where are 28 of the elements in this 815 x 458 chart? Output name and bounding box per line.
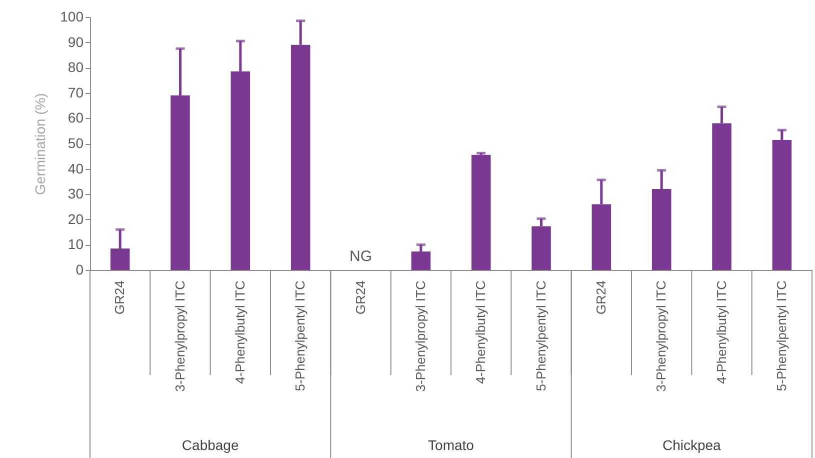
data-label: NG <box>350 248 372 265</box>
x-tick-label: 5-Phenylpentyl ITC <box>774 280 789 392</box>
y-tick-label: 60 <box>68 110 84 126</box>
y-tick-label: 0 <box>76 262 84 278</box>
x-tick-label: GR24 <box>112 280 128 314</box>
y-tick-label: 30 <box>68 186 84 202</box>
text: Tomato <box>428 437 474 453</box>
x-tick-label: 3-Phenylpropyl ITC <box>654 280 669 392</box>
y-tick-label: 40 <box>68 160 84 176</box>
y-tick-label: 20 <box>68 210 84 227</box>
y-tick-label: 90 <box>68 34 84 50</box>
x-tick-label: GR24 <box>352 280 368 314</box>
x-tick-label: 4-Phenylbutyl ITC <box>473 280 488 384</box>
x-tick-label: GR24 <box>593 280 608 314</box>
x-tick-label: 4-Phenylbutyl ITC <box>714 280 729 384</box>
x-tick-label: 3-Phenylpropyl ITC <box>412 280 428 392</box>
y-tick-label: 10 <box>68 236 84 252</box>
x-tick-label: 4-Phenylbutyl ITC <box>232 280 248 384</box>
y-tick-label: 80 <box>68 59 84 76</box>
y-tick-label: 70 <box>68 84 84 100</box>
text: Cabbage <box>182 437 239 453</box>
y-tick-label: 50 <box>68 135 84 151</box>
text: Chickpea <box>662 437 722 453</box>
x-tick-label: 5-Phenylpentyl ITC <box>533 280 548 392</box>
y-axis-title: Germination (%) <box>32 93 48 195</box>
y-tick-label: 100 <box>60 8 84 24</box>
x-tick-label: 5-Phenylpentyl ITC <box>292 280 308 392</box>
x-tick-label: 3-Phenylpropyl ITC <box>172 280 188 392</box>
